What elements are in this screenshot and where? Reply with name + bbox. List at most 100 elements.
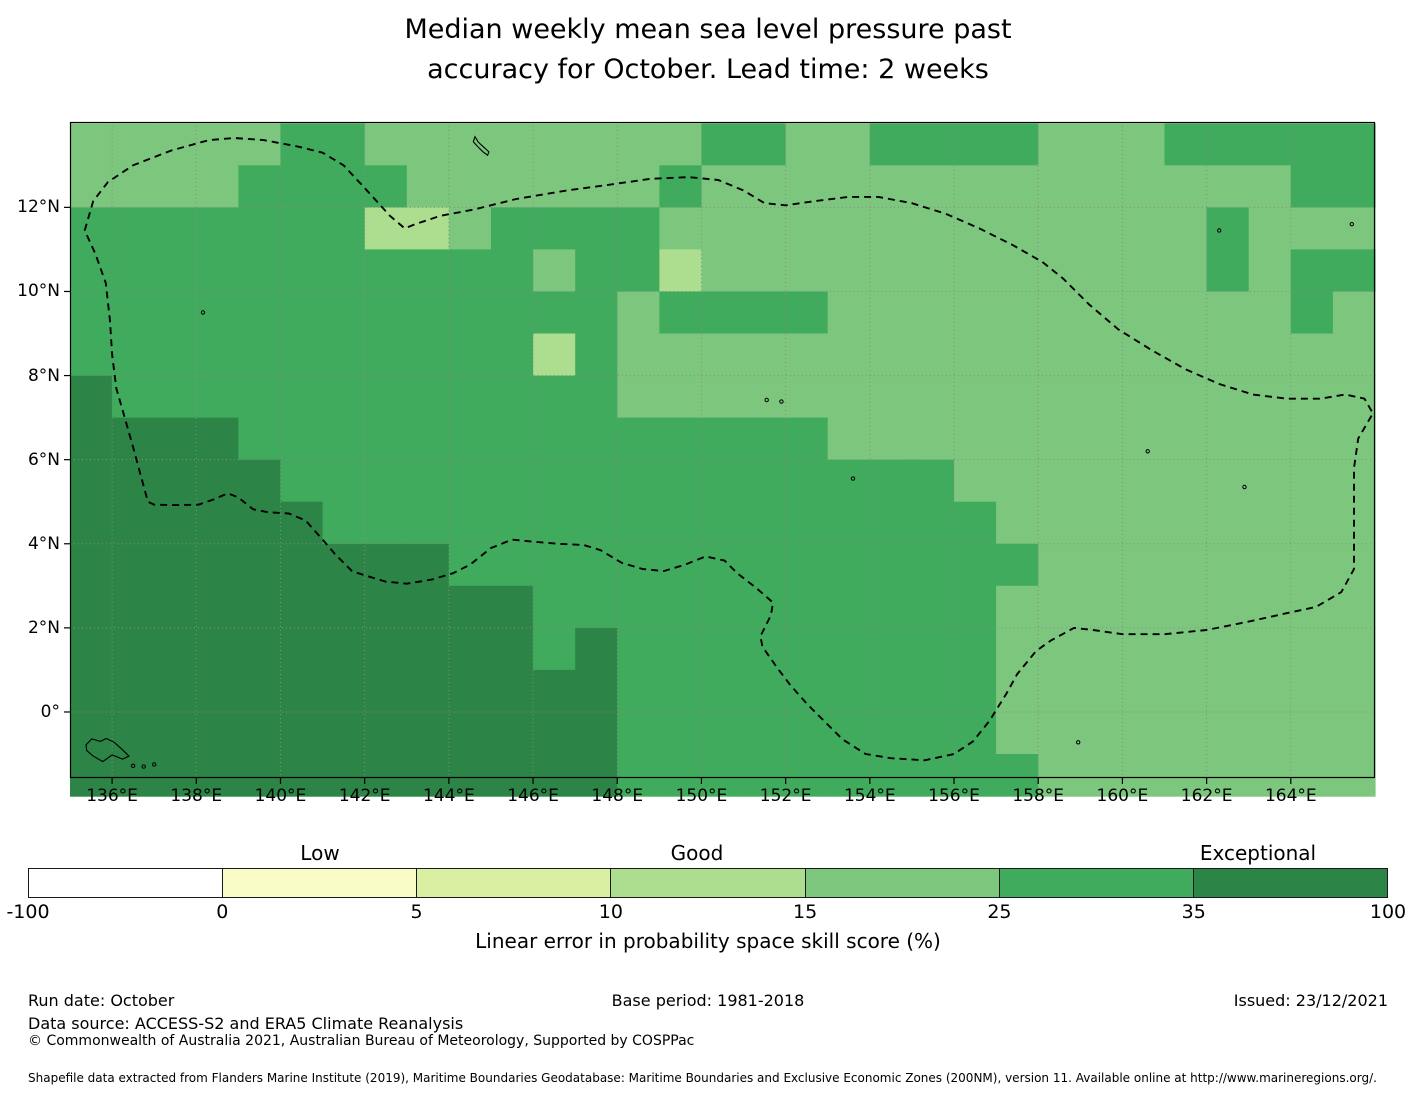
heatmap-cell xyxy=(1248,712,1292,755)
heatmap-cell xyxy=(1038,712,1081,755)
heatmap-cell xyxy=(406,291,450,335)
small-island xyxy=(1242,484,1247,490)
heatmap-cell xyxy=(743,501,787,545)
heatmap-cell xyxy=(996,165,1039,208)
heatmap-cell xyxy=(785,333,829,377)
heatmap-cell xyxy=(1290,123,1334,166)
heatmap-cell xyxy=(659,585,703,629)
heatmap-cell xyxy=(701,669,745,713)
heatmap-cell xyxy=(196,207,239,251)
heatmap-cell xyxy=(491,501,534,545)
heatmap-cell xyxy=(154,669,197,713)
heatmap-cell xyxy=(196,249,239,293)
heatmap-cell xyxy=(869,585,913,629)
heatmap-cell xyxy=(70,207,113,251)
heatmap-cell xyxy=(322,627,366,671)
heatmap-cell xyxy=(238,291,282,335)
heatmap-cell xyxy=(1122,669,1166,713)
heatmap-cell xyxy=(743,249,787,293)
heatmap-cell xyxy=(743,669,787,713)
heatmap-cell xyxy=(1164,333,1208,377)
heatmap-cell xyxy=(911,291,955,335)
heatmap-cell xyxy=(448,627,492,671)
heatmap-cell xyxy=(869,249,913,293)
heatmap-cell xyxy=(743,375,787,419)
x-axis-tick-label: 140°E xyxy=(254,786,307,806)
heatmap-cell xyxy=(575,123,618,166)
heatmap-cell xyxy=(1122,207,1166,251)
heatmap-cell xyxy=(70,585,113,629)
colorbar-segment xyxy=(805,869,1000,897)
heatmap-cell xyxy=(406,375,450,419)
heatmap-cell xyxy=(1248,123,1292,166)
heatmap-cell xyxy=(827,669,871,713)
heatmap-cell xyxy=(280,712,324,755)
heatmap-cell xyxy=(869,123,913,166)
heatmap-cell xyxy=(1164,712,1208,755)
heatmap-cell xyxy=(280,459,324,503)
heatmap-cell xyxy=(448,123,492,166)
heatmap-cell xyxy=(238,501,282,545)
heatmap-cell xyxy=(911,459,955,503)
island-outline xyxy=(85,737,130,763)
heatmap-cell xyxy=(954,627,997,671)
heatmap-cell xyxy=(743,207,787,251)
heatmap-cell xyxy=(827,754,871,797)
heatmap-cell xyxy=(491,165,534,208)
heatmap-cell xyxy=(448,543,492,587)
heatmap-cell xyxy=(1290,333,1334,377)
colorbar-band-label: Low xyxy=(300,841,340,865)
heatmap-cell xyxy=(1164,291,1208,335)
x-axis-tick-label: 146°E xyxy=(507,786,559,806)
heatmap-cell xyxy=(1080,543,1123,587)
heatmap-cell xyxy=(1122,333,1166,377)
heatmap-cell xyxy=(869,669,913,713)
heatmap-cell xyxy=(154,207,197,251)
heatmap-cell xyxy=(869,459,913,503)
heatmap-cell xyxy=(1122,543,1166,587)
heatmap-cell xyxy=(869,375,913,419)
heatmap-cell xyxy=(1122,459,1166,503)
heatmap-cell xyxy=(617,501,660,545)
heatmap-cell xyxy=(406,207,450,251)
heatmap-cell xyxy=(280,291,324,335)
heatmap-cell xyxy=(491,459,534,503)
heatmap-cell xyxy=(785,207,829,251)
heatmap-cell xyxy=(785,585,829,629)
heatmap-cell xyxy=(364,669,408,713)
heatmap-cell xyxy=(1080,249,1123,293)
heatmap-cell xyxy=(154,459,197,503)
heatmap-cell xyxy=(617,123,660,166)
heatmap-cell xyxy=(617,754,660,797)
small-island xyxy=(130,763,136,768)
heatmap-cell xyxy=(238,123,282,166)
heatmap-cell xyxy=(869,207,913,251)
heatmap-cell xyxy=(1164,754,1208,797)
x-axis-tick-label: 160°E xyxy=(1096,786,1149,806)
heatmap-cell xyxy=(1080,165,1123,208)
heatmap-cell xyxy=(406,459,450,503)
heatmap-cell xyxy=(1038,417,1081,461)
heatmap-cell xyxy=(364,123,408,166)
colorbar-segment xyxy=(999,869,1194,897)
heatmap-cell xyxy=(448,669,492,713)
heatmap-cell xyxy=(406,712,450,755)
heatmap-cell xyxy=(1290,501,1334,545)
x-axis-tick-label: 148°E xyxy=(591,786,644,806)
heatmap-cell xyxy=(1248,207,1292,251)
heatmap-cell xyxy=(406,754,450,797)
heatmap-cell xyxy=(1122,249,1166,293)
heatmap-cell xyxy=(533,417,576,461)
heatmap-cell xyxy=(112,754,155,797)
heatmap-cell xyxy=(448,375,492,419)
heatmap-cell xyxy=(1122,165,1166,208)
heatmap-cell xyxy=(911,712,955,755)
heatmap-cell xyxy=(322,123,366,166)
heatmap-cell xyxy=(1038,669,1081,713)
heatmap-cell xyxy=(701,712,745,755)
heatmap-cell xyxy=(533,501,576,545)
heatmap-cell xyxy=(701,754,745,797)
heatmap-cell xyxy=(364,627,408,671)
heatmap-cell xyxy=(659,459,703,503)
heatmap-cell xyxy=(448,754,492,797)
